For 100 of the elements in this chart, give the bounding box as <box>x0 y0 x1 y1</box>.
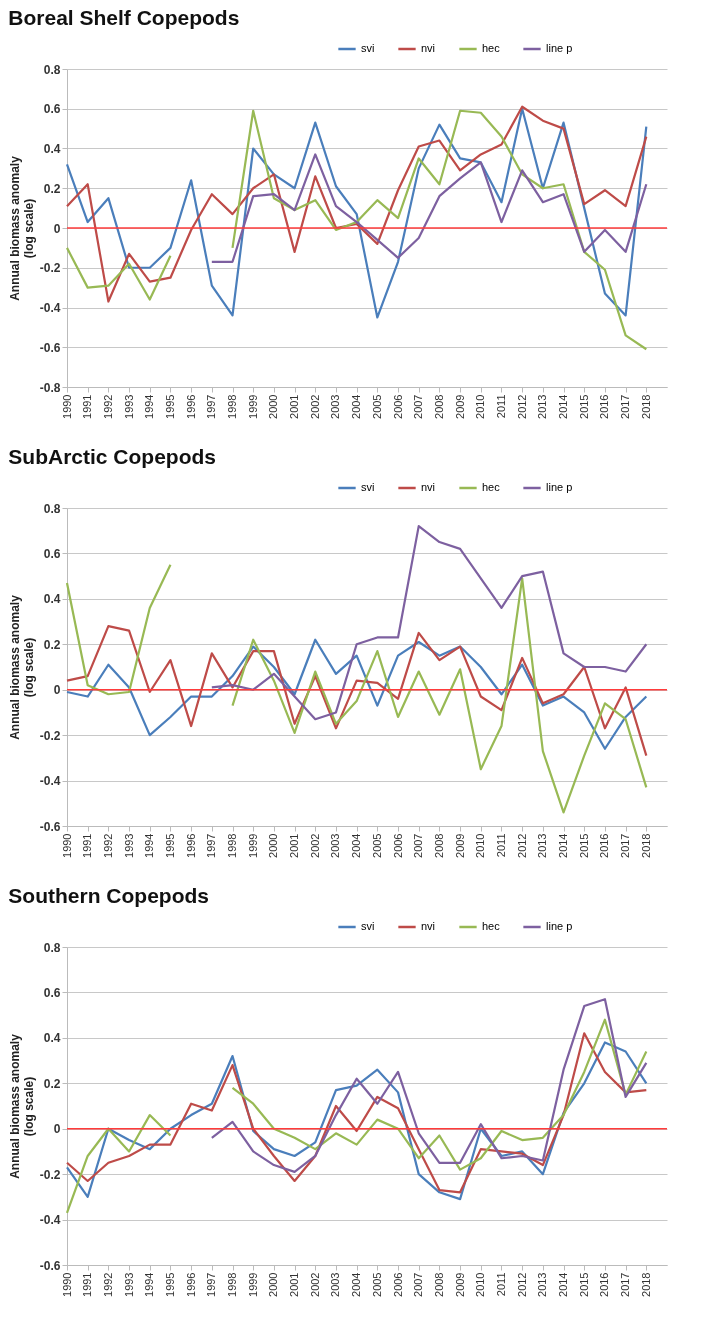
x-tick-label: 2015 <box>577 1272 590 1297</box>
x-tick-label: 1991 <box>81 1272 94 1297</box>
x-tick-label: 2002 <box>308 394 321 419</box>
y-tick-label: 0 <box>53 683 61 698</box>
x-tick-label: 1991 <box>81 833 94 858</box>
y-tick-label: 0 <box>53 1122 61 1137</box>
x-tick-label: 1998 <box>226 833 239 858</box>
x-tick-label: 2005 <box>370 1272 383 1297</box>
x-tick-label: 2014 <box>557 1272 570 1297</box>
x-tick-label: 2000 <box>267 394 280 419</box>
y-tick-label: -0.4 <box>39 301 61 315</box>
x-tick-label: 2016 <box>598 1272 611 1297</box>
x-tick-label: 2008 <box>432 1272 445 1297</box>
x-tick-label: 2001 <box>288 833 301 858</box>
x-tick-label: 2017 <box>619 394 632 419</box>
legend-label: svi <box>361 42 375 54</box>
x-tick-label: 1998 <box>226 1272 239 1297</box>
x-tick-label: 2015 <box>577 833 590 858</box>
y-tick-label: -0.4 <box>39 774 61 789</box>
y-tick-label: -0.2 <box>39 728 61 743</box>
x-tick-label: 2003 <box>329 394 342 419</box>
y-tick-label: -0.2 <box>39 261 61 276</box>
x-tick-label: 1996 <box>184 833 197 858</box>
x-tick-label: 2005 <box>370 833 383 858</box>
legend-label: line p <box>546 42 573 54</box>
x-tick-label: 2002 <box>308 1272 321 1297</box>
line-series <box>210 153 648 263</box>
legend-label: hec <box>482 481 501 493</box>
x-tick-label: 1996 <box>184 394 197 419</box>
x-tick-label: 2011 <box>494 1272 507 1297</box>
x-tick-label: 1994 <box>143 833 156 858</box>
x-tick-label: 2015 <box>577 394 590 419</box>
y-axis-title: Annual biomass anomaly (log scale) <box>7 155 36 301</box>
y-tick-label: 0.4 <box>43 142 61 156</box>
x-tick-label: 2009 <box>453 1272 466 1297</box>
x-tick-label: 2007 <box>412 394 425 419</box>
legend-label: hec <box>482 42 501 54</box>
x-tick-label: 2004 <box>350 394 363 419</box>
legend-label: nvi <box>421 42 436 54</box>
x-tick-label: 2005 <box>370 394 383 419</box>
x-tick-label: 1995 <box>163 1272 176 1297</box>
chart-title: Southern Copepods <box>8 884 209 907</box>
y-tick-label: 0.8 <box>43 940 61 955</box>
x-tick-label: 1996 <box>184 1272 197 1297</box>
x-tick-label: 1990 <box>60 1272 73 1297</box>
y-tick-label: 0.2 <box>43 181 61 196</box>
x-tick-label: 2013 <box>536 833 549 858</box>
x-tick-label: 2011 <box>494 394 507 419</box>
x-tick-label: 1994 <box>143 394 156 419</box>
y-tick-label: -0.6 <box>39 819 61 834</box>
x-tick-label: 1997 <box>205 833 218 858</box>
x-tick-label: 2008 <box>432 833 445 858</box>
x-tick-label: 2009 <box>453 394 466 419</box>
x-tick-label: 1999 <box>246 1272 259 1297</box>
y-tick-label: 0.4 <box>43 592 61 607</box>
x-tick-label: 2018 <box>639 833 652 858</box>
x-tick-label: 1997 <box>205 394 218 419</box>
x-tick-label: 2000 <box>267 833 280 858</box>
legend-label: nvi <box>421 920 436 932</box>
x-tick-label: 2006 <box>391 394 404 419</box>
x-tick-label: 2001 <box>288 394 301 419</box>
legend-label: svi <box>361 481 375 493</box>
x-tick-label: 1992 <box>101 1272 114 1297</box>
y-tick-label: 0.4 <box>43 1031 61 1046</box>
x-tick-label: 2007 <box>412 833 425 858</box>
line-series <box>65 625 648 757</box>
x-tick-label: 2018 <box>639 394 652 419</box>
x-tick-label: 2007 <box>412 1272 425 1297</box>
line-series <box>210 998 648 1173</box>
x-tick-label: 1992 <box>101 394 114 419</box>
legend-label: line p <box>546 481 573 493</box>
line-series <box>210 525 648 721</box>
y-tick-label: -0.6 <box>39 340 61 355</box>
x-tick-label: 2002 <box>308 833 321 858</box>
x-tick-label: 1990 <box>60 833 73 858</box>
x-tick-label: 2014 <box>557 833 570 858</box>
legend-label: svi <box>361 920 375 932</box>
x-tick-label: 1990 <box>60 394 73 419</box>
x-tick-label: 2001 <box>288 1272 301 1297</box>
legend-label: line p <box>546 920 573 932</box>
x-tick-label: 2009 <box>453 833 466 858</box>
x-tick-label: 1999 <box>246 833 259 858</box>
line-series <box>65 638 648 750</box>
x-tick-label: 1999 <box>246 394 259 419</box>
legend-label: nvi <box>421 481 436 493</box>
y-tick-label: -0.4 <box>39 1213 61 1228</box>
chart-title: Boreal Shelf Copepods <box>8 6 240 29</box>
x-tick-label: 2000 <box>267 1272 280 1297</box>
x-tick-label: 1993 <box>122 1272 135 1297</box>
x-tick-label: 2016 <box>598 833 611 858</box>
y-axis-title: Annual biomass anomaly (log scale) <box>7 1033 36 1179</box>
x-tick-label: 2004 <box>350 1272 363 1297</box>
x-tick-label: 1993 <box>122 833 135 858</box>
y-tick-label: 0 <box>53 221 61 236</box>
legend-label: hec <box>482 920 501 932</box>
x-tick-label: 2017 <box>619 833 632 858</box>
x-tick-label: 2012 <box>515 1272 528 1297</box>
x-tick-label: 1998 <box>226 394 239 419</box>
x-tick-label: 2013 <box>536 1272 549 1297</box>
x-tick-label: 2010 <box>474 1272 487 1297</box>
